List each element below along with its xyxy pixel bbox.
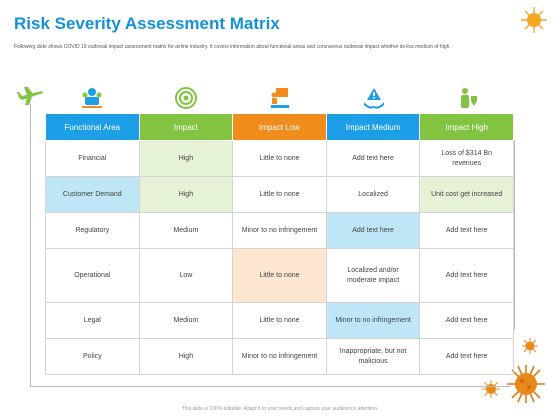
footer-note: This slide is 100% editable. Adapt it to… [181,406,379,412]
warning-hand-icon [327,86,421,110]
frame-left-line [30,104,31,386]
person-shield-icon [421,86,515,110]
cell-impact-low: Little to none [232,140,327,177]
table-row: Operational Low Little to none Localized… [45,248,514,303]
header-impact-high: Impact High [419,113,514,141]
frame-bottom-line [30,386,510,387]
cell-impact-high: Add text here [419,248,514,303]
page-title: Risk Severity Assessment Matrix [14,14,280,33]
cell-impact-low: Little to none [232,248,327,303]
cell-impact-low: Minor to no infringement [232,212,327,249]
table-row: Regulatory Medium Minor to no infringeme… [45,212,514,249]
virus-icon-bottom-small [482,380,500,398]
cell-impact: High [138,176,234,213]
cell-impact-medium: Minor to no infringement [325,302,421,339]
cell-impact-medium: Add text here [325,140,421,177]
risk-matrix-table: Functional Area Impact Impact Low Impact… [45,113,514,375]
cell-impact-high: Add text here [419,338,514,375]
presentation-icon [233,86,327,110]
page-subtitle: Following slide shows COVID 19 outbreak … [14,44,451,50]
cell-impact-medium: Inappropriate, but not malicious [325,338,421,375]
cell-impact-medium: Localized [325,176,421,213]
cell-functional-area: Financial [45,140,140,177]
header-impact: Impact [138,113,234,141]
cell-functional-area: Customer Demand [45,176,140,213]
cell-impact: Low [138,248,234,303]
cell-functional-area: Regulatory [45,212,140,249]
virus-icon-bottom-large [507,365,545,403]
airplane-icon [17,87,43,105]
table-row: Financial High Little to none Add text h… [45,140,514,177]
frame-right-line [514,140,515,330]
table-row: Policy High Minor to no infringement Ina… [45,338,514,375]
virus-icon-top-right [521,7,547,33]
cell-functional-area: Operational [45,248,140,303]
cell-functional-area: Policy [45,338,140,375]
cell-functional-area: Legal [45,302,140,339]
cell-impact-low: Minor to no infringement [232,338,327,375]
cell-impact: High [138,338,234,375]
table-row: Customer Demand High Little to none Loca… [45,176,514,213]
cell-impact-medium: Localized and/or moderate impact [325,248,421,303]
cell-impact-high: Add text here [419,302,514,339]
cell-impact: Medium [138,212,234,249]
cell-impact: Medium [138,302,234,339]
cell-impact-high: Loss of $314 Bn revenues [419,140,514,177]
cell-impact-high: Unit cost get increased [419,176,514,213]
cell-impact: High [138,140,234,177]
table-row: Legal Medium Little to none Minor to no … [45,302,514,339]
header-impact-low: Impact Low [232,113,327,141]
virus-icon-small-right [522,338,538,354]
header-impact-medium: Impact Medium [325,113,421,141]
cell-impact-low: Little to none [232,302,327,339]
cell-impact-high: Add text here [419,212,514,249]
header-functional-area: Functional Area [45,113,140,141]
column-icon-row [45,86,514,114]
target-icon [139,86,233,110]
cell-impact-low: Little to none [232,176,327,213]
cell-impact-medium: Add text here [325,212,421,249]
table-header-row: Functional Area Impact Impact Low Impact… [45,113,514,141]
team-gear-icon [45,86,139,110]
